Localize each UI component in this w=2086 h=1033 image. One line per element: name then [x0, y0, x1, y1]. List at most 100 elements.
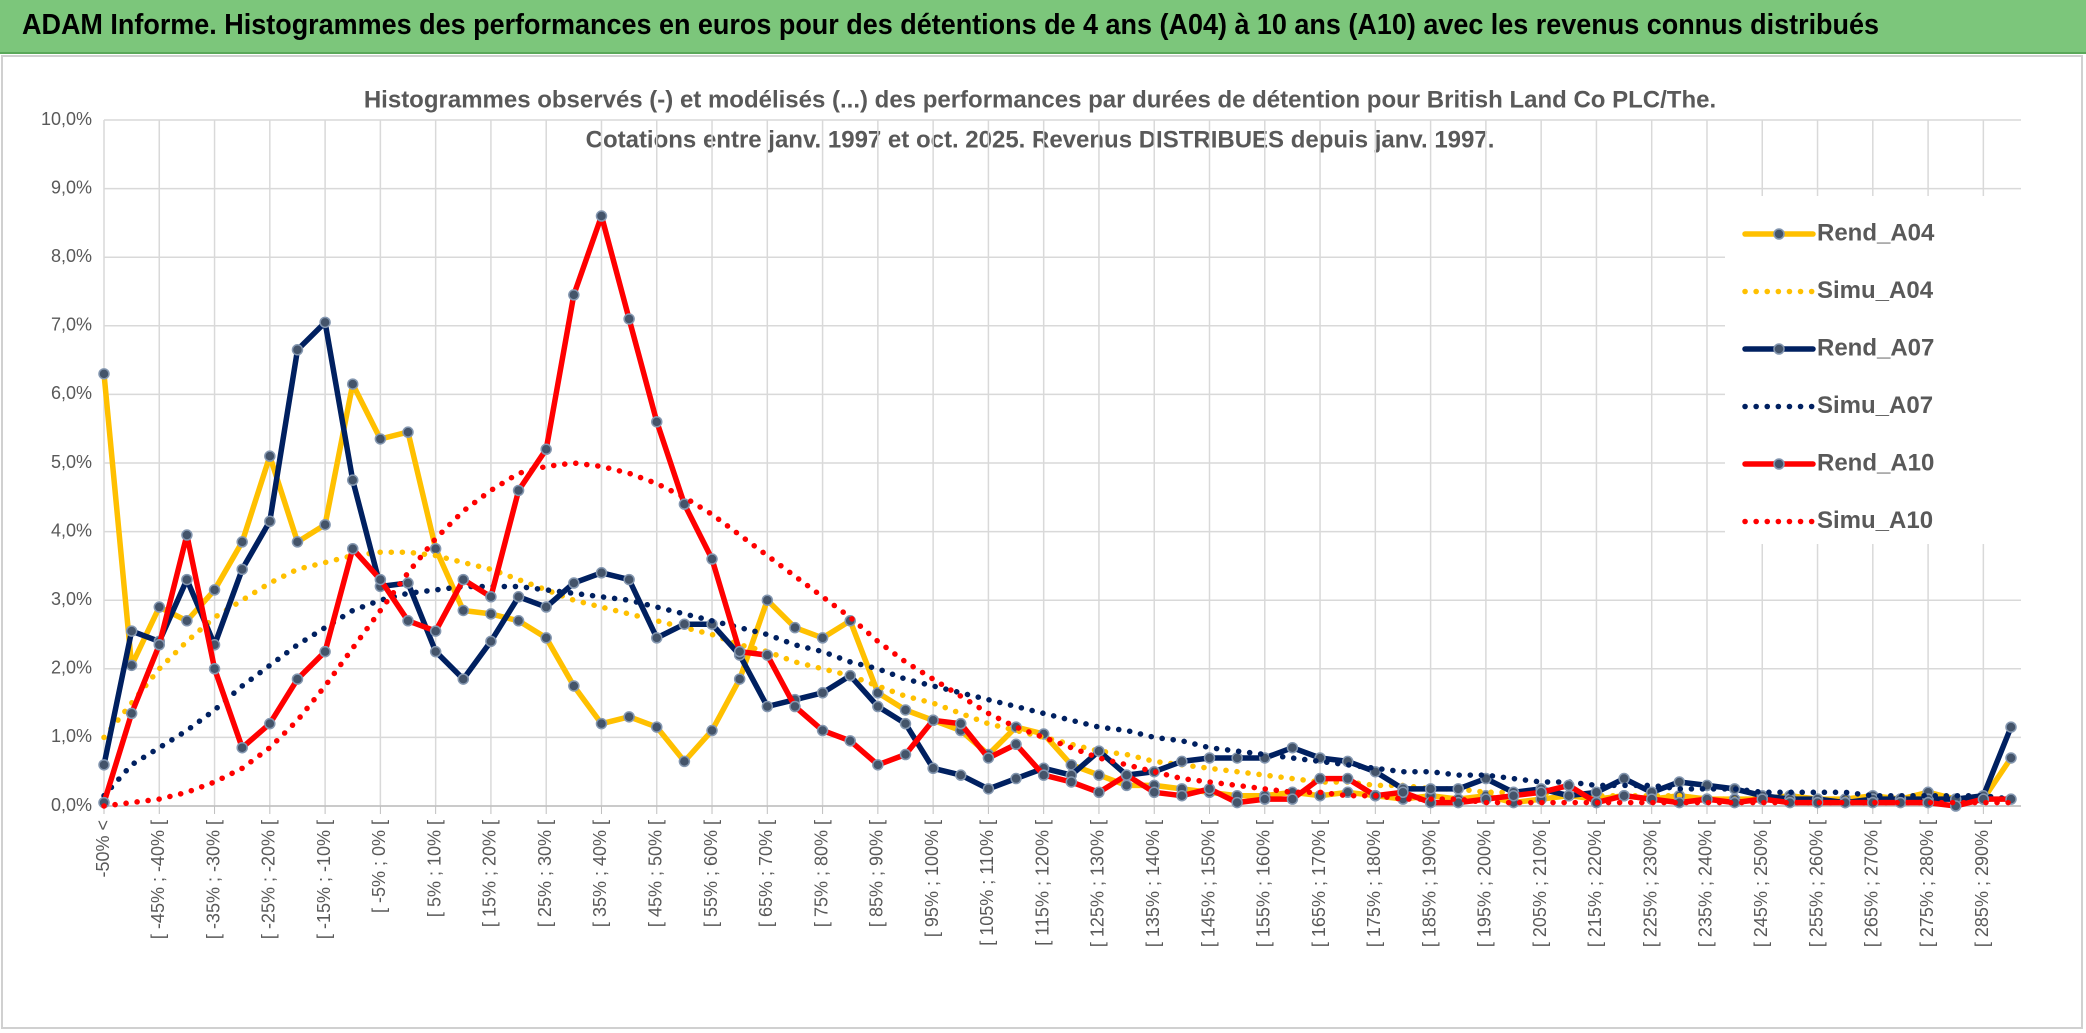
point-marker [1120, 779, 1133, 792]
point-marker [208, 584, 221, 596]
point-marker [816, 632, 829, 644]
point-marker [540, 601, 552, 613]
legend-label: Rend_A04 [1817, 219, 1935, 246]
point-marker [678, 618, 691, 630]
point-marker [982, 752, 995, 764]
y-tick-label: 10,0% [41, 109, 92, 129]
point-marker [568, 577, 580, 589]
point-marker [402, 577, 414, 589]
point-marker [512, 591, 525, 603]
point-marker [1563, 789, 1575, 802]
point-marker [1065, 776, 1078, 788]
point-marker [706, 724, 718, 737]
point-marker [291, 673, 304, 685]
simulated-line [101, 460, 2014, 809]
header-title: ADAM Informe. Histogrammes des performan… [22, 9, 1880, 41]
legend-marker [1773, 228, 1785, 240]
x-tick-label: [ 25% ; 30% [ [535, 820, 555, 927]
point-marker [1286, 741, 1299, 754]
legend-marker [1773, 458, 1785, 470]
point-marker [1176, 755, 1188, 768]
point-marker [236, 536, 248, 548]
y-tick-label: 4,0% [51, 520, 92, 540]
point-marker [98, 368, 110, 380]
point-marker [955, 769, 967, 781]
point-marker [429, 625, 442, 637]
point-marker [1231, 752, 1243, 764]
point-marker [899, 748, 912, 761]
point-marker [733, 645, 746, 658]
point-marker [844, 669, 856, 682]
point-marker [733, 673, 746, 685]
header-bar: ADAM Informe. Histogrammes des performan… [0, 0, 2086, 54]
point-marker [319, 645, 331, 658]
point-marker [429, 543, 442, 555]
x-tick-label: [ -45% ; -40% [ [148, 820, 168, 939]
chart: Histogrammes observés (-) et modélisés (… [1, 55, 2083, 1029]
point-marker [512, 615, 525, 627]
point-marker [1314, 772, 1326, 785]
x-tick-label: [ 125% ; 130% [ [1088, 820, 1108, 947]
point-marker [540, 443, 552, 456]
point-marker [402, 426, 414, 438]
point-marker [761, 649, 774, 661]
point-marker [1093, 745, 1105, 757]
y-tick-label: 0,0% [51, 795, 92, 815]
y-tick-label: 1,0% [51, 726, 92, 746]
point-marker [1010, 772, 1022, 785]
x-tick-label: [ 75% ; 80% [ [811, 820, 831, 927]
legend-label: Rend_A10 [1817, 449, 1934, 476]
point-marker [181, 529, 193, 541]
x-tick-label: [ -35% ; -30% [ [203, 820, 223, 939]
point-marker [2005, 752, 2017, 764]
point-marker [264, 515, 276, 528]
point-marker [319, 518, 331, 531]
point-marker [125, 625, 138, 637]
y-tick-label: 6,0% [51, 383, 92, 403]
point-marker [236, 741, 248, 754]
x-tick-label: [ 275% ; 280% [ [1917, 820, 1937, 947]
x-tick-label: [ -15% ; -10% [ [314, 820, 334, 939]
point-marker [623, 573, 635, 586]
point-marker [1507, 789, 1520, 802]
point-marker [1673, 776, 1686, 788]
point-marker [651, 632, 663, 644]
point-marker [153, 639, 166, 651]
point-marker [236, 563, 248, 576]
point-marker [429, 645, 442, 658]
x-tick-label: [ 185% ; 190% [ [1419, 820, 1439, 947]
point-marker [540, 632, 552, 644]
point-marker [1231, 796, 1243, 809]
x-tick-label: [ 45% ; 50% [ [646, 820, 666, 927]
observed-line [101, 213, 2014, 809]
point-marker [1618, 772, 1630, 785]
simulated-line [101, 549, 2014, 802]
point-marker [1590, 786, 1603, 799]
point-marker [1176, 789, 1188, 802]
point-marker [761, 700, 774, 713]
legend-box [1725, 196, 2050, 544]
point-marker [98, 759, 110, 771]
point-marker [982, 783, 995, 795]
x-tick-label: [ 195% ; 200% [ [1475, 820, 1495, 947]
point-marker [1065, 759, 1078, 771]
point-marker [844, 735, 856, 747]
chart-title: Histogrammes observés (-) et modélisés (… [364, 86, 1716, 113]
x-tick-label: [ 265% ; 270% [ [1862, 820, 1882, 947]
point-marker [872, 700, 884, 713]
point-marker [595, 567, 608, 579]
observed-line [101, 319, 2014, 806]
point-marker [568, 680, 580, 692]
y-tick-label: 2,0% [51, 658, 92, 678]
point-marker [1341, 772, 1354, 785]
point-marker [346, 543, 359, 555]
point-marker [264, 717, 276, 730]
x-tick-label: [ 5% ; 10% [ [424, 820, 444, 917]
point-marker [872, 687, 884, 699]
point-marker [374, 573, 387, 586]
point-marker [1148, 786, 1160, 799]
legend-marker [1773, 343, 1785, 355]
point-marker [1203, 752, 1216, 764]
point-marker [1010, 738, 1022, 751]
x-tick-label: [ 95% ; 100% [ [922, 820, 942, 937]
